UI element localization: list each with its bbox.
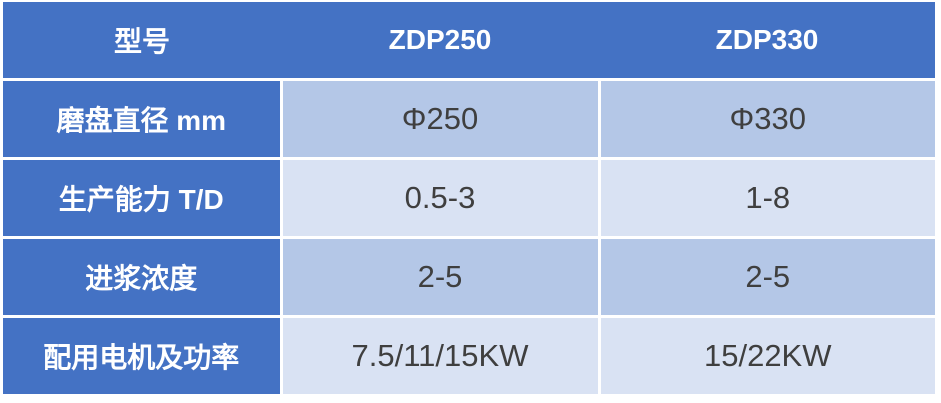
cell-motor-power-zdp250: 7.5/11/15KW [279,315,599,394]
table-row-motor-power: 配用电机及功率 7.5/11/15KW 15/22KW [3,315,935,394]
cell-motor-power-zdp330: 15/22KW [597,315,935,394]
cell-disc-diameter-zdp250: Φ250 [279,78,599,159]
spec-table: 型号 ZDP250 ZDP330 磨盘直径 mm Φ250 Φ330 生产能力 … [3,2,935,394]
row-label-disc-diameter: 磨盘直径 mm [3,78,281,159]
row-label-motor-power: 配用电机及功率 [3,315,281,394]
cell-capacity-zdp250: 0.5-3 [279,157,599,238]
cell-pulp-consistency-zdp250: 2-5 [279,236,599,317]
header-cell-model-label: 型号 [3,2,281,80]
header-cell-zdp250: ZDP250 [281,2,599,80]
header-row: 型号 ZDP250 ZDP330 [3,2,935,80]
table-row-disc-diameter: 磨盘直径 mm Φ250 Φ330 [3,78,935,159]
header-cell-zdp330: ZDP330 [599,2,935,80]
cell-capacity-zdp330: 1-8 [597,157,935,238]
table-row-pulp-consistency: 进浆浓度 2-5 2-5 [3,236,935,317]
table-row-capacity: 生产能力 T/D 0.5-3 1-8 [3,157,935,238]
row-label-pulp-consistency: 进浆浓度 [3,236,281,317]
cell-pulp-consistency-zdp330: 2-5 [597,236,935,317]
cell-disc-diameter-zdp330: Φ330 [597,78,935,159]
row-label-capacity: 生产能力 T/D [3,157,281,238]
